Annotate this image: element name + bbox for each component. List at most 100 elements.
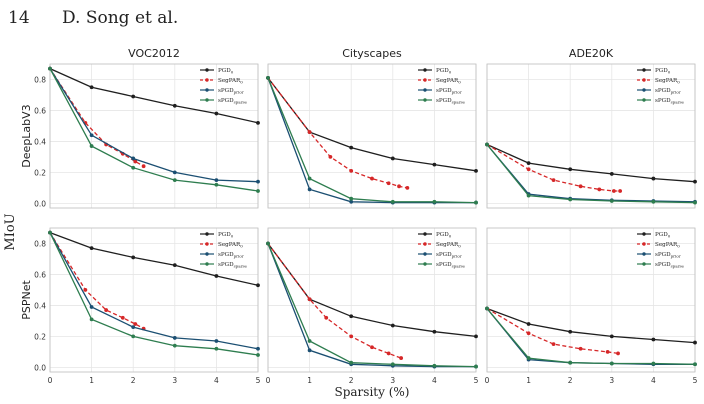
data-point-pgd <box>256 120 260 125</box>
legend-label-pgd: PGD0 <box>218 68 234 75</box>
panel-frame <box>49 63 259 209</box>
legend-label-pgd: PGD0 <box>218 232 234 239</box>
data-point-segpgd <box>578 184 583 189</box>
data-point-segpgd <box>307 297 312 302</box>
data-point-segpgd <box>370 176 374 181</box>
legend-marker-pgd <box>423 232 427 236</box>
series-line-spgd_latent <box>486 308 696 365</box>
legend-marker-pgd <box>423 68 427 72</box>
legend-marker-segpgd <box>642 242 646 246</box>
x-tick-label: 5 <box>256 376 261 385</box>
series-line-pgd <box>267 243 477 338</box>
data-point-segpgd <box>386 351 391 356</box>
legend-label-segpgd: SegPAR0 <box>436 78 461 85</box>
legend-label-segpgd: SegPAR0 <box>655 242 680 249</box>
data-point-spgd_latent <box>349 360 354 365</box>
panel-ade20k-deeplabv3: ADE20K PGD0 SegPAR0 sPGDprior sPGDsparse <box>485 47 697 209</box>
legend-marker-segpgd <box>642 78 646 82</box>
legend-label-pgd: PGD0 <box>436 68 452 75</box>
data-point-segpgd <box>83 288 88 292</box>
data-point-spgd_latent <box>474 364 478 369</box>
data-point-spgd_latent <box>432 363 437 368</box>
data-point-spgd_latent <box>214 182 219 187</box>
legend: PGD0 SegPAR0 sPGDprior sPGDsparse <box>200 232 248 269</box>
data-point-spgd_latent <box>256 353 260 357</box>
legend-label-segpgd: SegPAR0 <box>655 78 680 85</box>
data-point-pgd <box>349 314 354 319</box>
x-tick-label: 3 <box>390 376 395 385</box>
series-line-segpgd <box>267 77 408 189</box>
legend-label-spgd_prior: sPGDprior <box>655 252 681 259</box>
legend-marker-spgd_prior <box>642 88 646 92</box>
data-point-spgd_latent <box>609 361 614 366</box>
y-tick-label: 0.4 <box>34 301 46 310</box>
legend-label-spgd_prior: sPGDprior <box>436 88 462 95</box>
panel-ade20k-pspnet: 0 1 2 3 4 5 PGD0 SegPAR0 sPGDprior sPGDsparse <box>485 227 698 385</box>
legend-marker-spgd_prior <box>642 252 646 256</box>
data-point-pgd <box>474 334 478 339</box>
data-point-spgd_latent <box>485 142 489 147</box>
panel-frame <box>267 227 477 373</box>
data-point-segpgd <box>133 322 138 326</box>
data-point-spgd_latent <box>568 360 573 365</box>
data-point-segpgd <box>133 159 138 164</box>
data-point-spgd_prior <box>349 199 354 204</box>
legend-marker-spgd_latent <box>205 98 209 102</box>
panel-cityscapes-deeplabv3: Cityscapes PGD0 SegPAR0 sPGDprior sPGDsparse <box>266 47 478 209</box>
data-point-spgd_prior <box>172 170 177 175</box>
legend-marker-spgd_prior <box>423 252 427 256</box>
x-tick-label: 4 <box>214 376 219 385</box>
data-point-spgd_latent <box>307 339 312 343</box>
data-point-segpgd <box>526 331 531 336</box>
series-line-pgd <box>49 68 259 124</box>
panel-frame <box>486 63 696 209</box>
legend-label-segpgd: SegPAR0 <box>436 242 461 249</box>
data-point-segpgd <box>399 356 404 360</box>
panel-frame <box>49 227 259 373</box>
data-point-pgd <box>651 337 656 342</box>
legend-label-pgd: PGD0 <box>655 232 671 239</box>
y-tick-label: 0.6 <box>34 270 46 279</box>
data-point-spgd_latent <box>214 346 219 351</box>
data-point-pgd <box>89 85 94 90</box>
data-point-spgd_latent <box>256 189 260 193</box>
data-point-spgd_prior <box>89 305 94 309</box>
y-tick-label: 0.8 <box>34 75 46 84</box>
data-point-pgd <box>131 94 136 99</box>
data-point-spgd_prior <box>214 339 219 343</box>
x-tick-label: 2 <box>568 376 573 385</box>
data-point-spgd_latent <box>307 176 312 181</box>
column-title: VOC2012 <box>128 47 180 60</box>
x-tick-label: 4 <box>651 376 656 385</box>
legend-label-segpgd: SegPAR0 <box>218 242 243 249</box>
panel-voc2012-pspnet: PSPNet 0.0 0.2 0.4 0.6 0.8 0 1 2 3 4 5 PGD0 SegPAR0 sP… <box>20 227 261 385</box>
legend-marker-segpgd <box>205 78 209 82</box>
data-point-segpgd <box>578 346 583 351</box>
y-tick-label: 0.0 <box>34 199 46 208</box>
data-point-spgd_latent <box>526 356 531 360</box>
data-point-spgd_latent <box>48 230 52 235</box>
data-point-pgd <box>693 340 697 345</box>
y-tick-label: 0.2 <box>34 332 46 341</box>
data-point-spgd_latent <box>390 362 395 367</box>
data-point-segpgd <box>307 130 312 135</box>
data-point-pgd <box>432 162 437 167</box>
data-point-pgd <box>693 179 697 184</box>
column-title: ADE20K <box>569 47 614 60</box>
legend-label-spgd_latent: sPGDsparse <box>436 262 466 269</box>
series-line-pgd <box>486 307 696 344</box>
data-point-segpgd <box>597 187 602 192</box>
legend: PGD0 SegPAR0 sPGDprior sPGDsparse <box>637 232 685 269</box>
data-point-segpgd <box>120 315 125 320</box>
data-point-segpgd <box>551 342 556 347</box>
data-point-spgd_latent <box>568 197 573 202</box>
data-point-spgd_latent <box>651 199 656 204</box>
data-point-segpgd <box>611 189 616 193</box>
x-axis-title: Sparsity (%) <box>335 385 410 399</box>
legend-label-segpgd: SegPAR0 <box>218 78 243 85</box>
data-point-spgd_latent <box>609 199 614 203</box>
data-point-pgd <box>474 168 478 173</box>
data-point-spgd_prior <box>131 156 136 161</box>
legend-label-pgd: PGD0 <box>655 68 671 75</box>
series-line-segpgd <box>49 68 144 167</box>
